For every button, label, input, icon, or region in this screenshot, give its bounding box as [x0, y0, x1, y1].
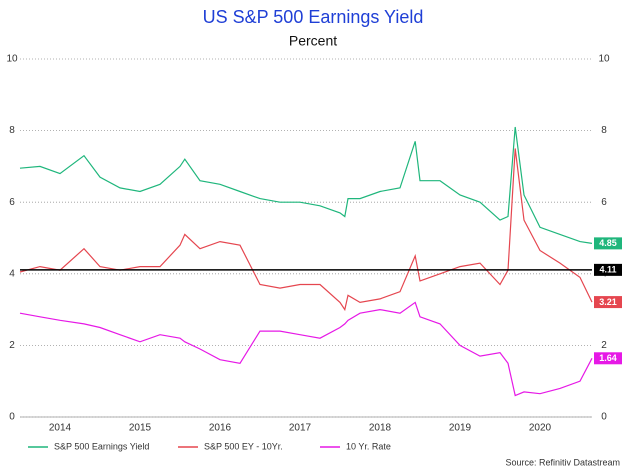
y-tick-label: 8 [9, 125, 15, 136]
end-label: 4.11 [599, 265, 616, 275]
end-label: 1.64 [599, 353, 617, 363]
y-tick-label: 0 [9, 412, 15, 423]
y2-tick-label: 0 [601, 412, 607, 423]
end-label-box [594, 296, 622, 309]
x-tick-label: 2018 [369, 423, 392, 434]
end-label-box [594, 237, 622, 250]
series-line [19, 148, 593, 312]
source-note: Source: Refinitiv Datastream [505, 457, 620, 467]
y-tick-label: 2 [9, 340, 15, 351]
series-line [19, 126, 593, 244]
y-tick-label: 6 [9, 197, 15, 208]
end-label-box [594, 263, 622, 276]
legend-label: S&P 500 EY - 10Yr. [204, 441, 283, 451]
x-tick-label: 2016 [209, 423, 232, 434]
y-tick-label: 10 [6, 54, 18, 65]
y2-tick-label: 8 [601, 125, 607, 136]
chart-title: US S&P 500 Earnings Yield [203, 7, 424, 27]
x-tick-label: 2020 [529, 423, 552, 434]
x-tick-label: 2014 [49, 423, 72, 434]
x-tick-label: 2019 [449, 423, 472, 434]
end-label: 3.21 [599, 297, 617, 307]
y2-tick-label: 6 [601, 197, 607, 208]
chart-subtitle: Percent [289, 33, 337, 49]
y2-tick-label: 10 [598, 54, 610, 65]
y2-tick-label: 2 [601, 340, 607, 351]
y-tick-label: 4 [9, 268, 15, 279]
legend-label: S&P 500 Earnings Yield [54, 441, 149, 451]
x-tick-label: 2017 [289, 423, 312, 434]
end-label-box [594, 352, 622, 365]
x-tick-label: 2015 [129, 423, 152, 434]
end-label: 4.85 [599, 238, 617, 248]
legend-label: 10 Yr. Rate [346, 441, 391, 451]
series-line [19, 301, 593, 397]
